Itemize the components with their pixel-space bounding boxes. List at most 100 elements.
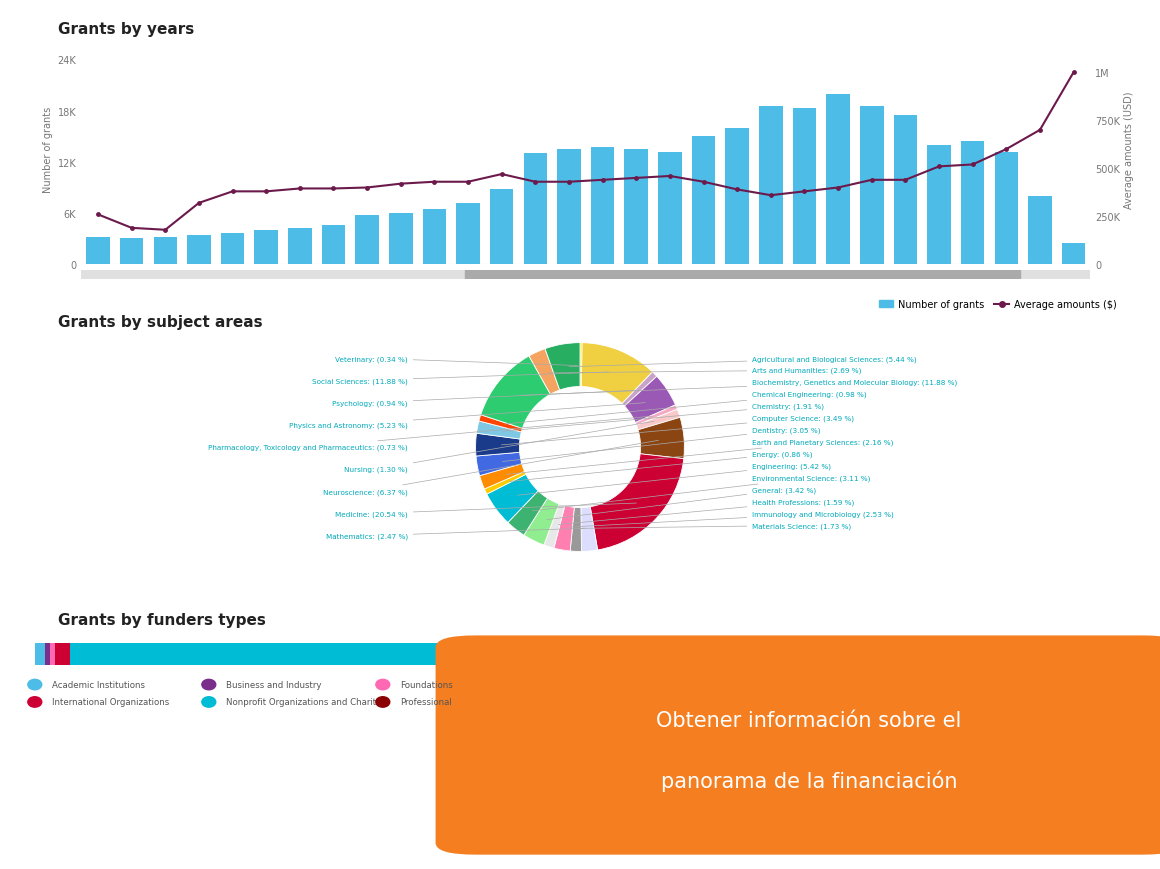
Text: Earth and Planetary Sciences: (2.16 %): Earth and Planetary Sciences: (2.16 %) [506,439,893,474]
Text: Environmental Science: (3.11 %): Environmental Science: (3.11 %) [532,474,871,511]
Bar [557,149,581,265]
Wedge shape [480,356,550,428]
Wedge shape [580,343,582,387]
Bar [465,271,1020,280]
FancyBboxPatch shape [436,636,1160,855]
Y-axis label: Number of grants: Number of grants [43,107,53,193]
Bar [45,643,50,665]
Bar [490,190,514,265]
Text: Professional: Professional [400,698,452,706]
Bar [35,643,45,665]
Bar [153,238,177,265]
Bar [927,146,951,265]
Text: panorama de la financiación: panorama de la financiación [661,770,957,791]
Bar [519,643,534,665]
Wedge shape [479,464,524,489]
Wedge shape [544,504,565,548]
Wedge shape [637,410,680,430]
Wedge shape [529,349,560,395]
Wedge shape [477,421,521,440]
Bar [860,107,884,265]
Wedge shape [479,415,522,433]
Wedge shape [524,499,559,546]
Bar [826,95,850,265]
Wedge shape [476,434,520,456]
Bar [119,239,144,265]
Text: Academic Institutions: Academic Institutions [52,680,145,689]
Text: Chemical Engineering: (0.98 %): Chemical Engineering: (0.98 %) [505,391,867,425]
Wedge shape [581,507,597,552]
Wedge shape [622,373,657,407]
Bar [624,149,648,265]
Bar [792,109,817,265]
Text: Immunology and Microbiology (2.53 %): Immunology and Microbiology (2.53 %) [568,511,894,527]
Bar [254,231,278,265]
Legend: Number of grants, Average amounts ($): Number of grants, Average amounts ($) [875,296,1121,314]
Bar [355,216,379,265]
Bar [321,226,346,265]
Bar [523,154,548,265]
Text: Agricultural and Biological Sciences: (5.44 %): Agricultural and Biological Sciences: (5… [568,355,916,368]
Bar [1028,196,1052,265]
Text: Health Professions: (1.59 %): Health Professions: (1.59 %) [558,499,855,525]
Bar [960,142,985,265]
Wedge shape [638,418,684,459]
Bar [389,214,413,265]
Text: Biochemistry, Genetics and Molecular Biology: (11.88 %): Biochemistry, Genetics and Molecular Bio… [520,380,957,395]
Text: Psychology: (0.94 %): Psychology: (0.94 %) [332,391,636,407]
Wedge shape [624,377,675,423]
Text: Physics and Astronomy: (5.23 %): Physics and Astronomy: (5.23 %) [289,403,645,428]
Text: Nursing: (1.30 %): Nursing: (1.30 %) [345,421,654,473]
Wedge shape [487,474,538,523]
Text: Energy: (0.86 %): Energy: (0.86 %) [509,451,813,482]
Wedge shape [485,472,525,494]
Text: International Organizations: International Organizations [52,698,169,706]
Text: Mathematics: (2.47 %): Mathematics: (2.47 %) [326,528,585,540]
Bar [187,236,211,265]
Bar [456,203,480,265]
Bar [55,643,70,665]
Text: General: (3.42 %): General: (3.42 %) [546,487,817,520]
Wedge shape [571,507,581,552]
Wedge shape [545,343,580,390]
Bar [590,148,615,265]
Text: Veterinary: (0.34 %): Veterinary: (0.34 %) [335,355,578,366]
Bar [691,137,716,265]
Bar [658,152,682,265]
Wedge shape [590,454,683,550]
Bar [994,152,1018,265]
Bar [86,238,110,265]
Bar [725,129,749,265]
Bar [220,234,245,265]
Text: Obtener información sobre el: Obtener información sobre el [657,710,962,730]
Text: Social Sciences: (11.88 %): Social Sciences: (11.88 %) [312,373,609,384]
Text: Materials Science: (1.73 %): Materials Science: (1.73 %) [580,522,851,529]
Bar [422,209,447,265]
Bar [70,643,519,665]
Bar [893,116,918,265]
Text: Medicine: (20.54 %): Medicine: (20.54 %) [335,503,637,517]
Text: Foundations: Foundations [400,680,452,689]
Text: Grants by subject areas: Grants by subject areas [58,315,262,329]
Wedge shape [636,406,677,426]
Text: Pharmacology, Toxicology and Pharmaceutics: (0.73 %): Pharmacology, Toxicology and Pharmaceuti… [208,416,652,451]
Text: Nonprofit Organizations and Charities: Nonprofit Organizations and Charities [226,698,389,706]
Bar [288,229,312,265]
Text: Grants by years: Grants by years [58,22,194,36]
Bar [50,643,55,665]
Text: Grants by funders types: Grants by funders types [58,613,266,627]
Text: Business and Industry: Business and Industry [226,680,321,689]
Text: Arts and Humanities: (2.69 %): Arts and Humanities: (2.69 %) [549,368,862,374]
Text: Engineering: (5.42 %): Engineering: (5.42 %) [517,463,832,495]
Text: Dentistry: (3.05 %): Dentistry: (3.05 %) [502,428,821,462]
Wedge shape [553,506,574,551]
Wedge shape [581,343,652,404]
Bar [1061,243,1086,265]
Text: Chemistry: (1.91 %): Chemistry: (1.91 %) [502,403,825,432]
Bar [759,107,783,265]
Text: Computer Science: (3.49 %): Computer Science: (3.49 %) [501,415,854,446]
Wedge shape [508,491,548,535]
Text: Neuroscience: (6.37 %): Neuroscience: (6.37 %) [322,441,659,495]
Wedge shape [476,453,522,476]
Y-axis label: Average amounts (USD): Average amounts (USD) [1124,91,1134,209]
